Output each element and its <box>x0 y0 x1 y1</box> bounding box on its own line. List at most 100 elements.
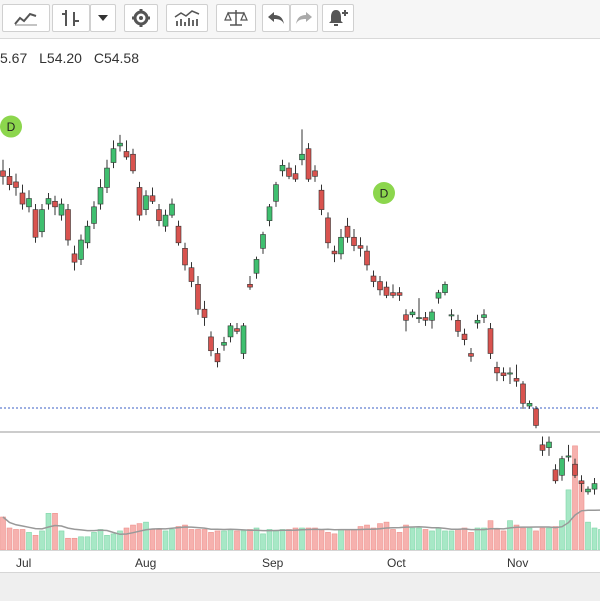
candle-body[interactable] <box>85 226 90 243</box>
candle-body[interactable] <box>137 187 142 215</box>
candle-body[interactable] <box>430 312 435 320</box>
candle-body[interactable] <box>131 154 136 171</box>
candle-body[interactable] <box>586 489 591 492</box>
candle-body[interactable] <box>306 149 311 179</box>
candle-body[interactable] <box>319 190 324 209</box>
candle-body[interactable] <box>482 315 487 318</box>
candle-body[interactable] <box>118 143 123 146</box>
candle-body[interactable] <box>560 459 565 476</box>
candle-body[interactable] <box>566 456 571 457</box>
candle-body[interactable] <box>241 326 246 354</box>
candle-body[interactable] <box>1 171 6 177</box>
candle-body[interactable] <box>111 149 116 163</box>
candle-body[interactable] <box>40 210 45 232</box>
candle-body[interactable] <box>449 315 454 316</box>
candle-body[interactable] <box>358 246 363 249</box>
candle-body[interactable] <box>33 210 38 238</box>
candle-body[interactable] <box>150 196 155 202</box>
candle-body[interactable] <box>7 176 12 184</box>
candle-body[interactable] <box>547 442 552 448</box>
candle-body[interactable] <box>248 284 253 287</box>
candle-body[interactable] <box>189 268 194 282</box>
candle-body[interactable] <box>300 154 305 160</box>
candle-body[interactable] <box>124 151 129 157</box>
candle-body[interactable] <box>215 354 220 362</box>
candle-body[interactable] <box>196 284 201 309</box>
candle-body[interactable] <box>183 248 188 265</box>
candle-body[interactable] <box>378 282 383 290</box>
candle-body[interactable] <box>410 312 415 315</box>
candle-body[interactable] <box>384 287 389 295</box>
candle-body[interactable] <box>280 165 285 171</box>
candle-body[interactable] <box>157 210 162 221</box>
candle-body[interactable] <box>456 320 461 331</box>
candle-body[interactable] <box>79 240 84 259</box>
chart-type-button[interactable] <box>52 4 90 32</box>
candle-body[interactable] <box>417 318 422 319</box>
candle-body[interactable] <box>495 367 500 373</box>
candle-body[interactable] <box>59 204 64 215</box>
candle-body[interactable] <box>436 293 441 299</box>
candle-body[interactable] <box>20 193 25 204</box>
candle-body[interactable] <box>592 484 597 490</box>
candle-body[interactable] <box>339 237 344 254</box>
candle-body[interactable] <box>46 199 51 205</box>
candle-body[interactable] <box>540 445 545 451</box>
candle-body[interactable] <box>352 237 357 245</box>
candle-body[interactable] <box>488 329 493 354</box>
candle-body[interactable] <box>527 403 532 406</box>
candle-body[interactable] <box>274 185 279 202</box>
candle-body[interactable] <box>27 199 32 207</box>
candle-body[interactable] <box>345 226 350 237</box>
candle-body[interactable] <box>313 171 318 177</box>
dividend-marker[interactable]: D <box>0 116 22 138</box>
candle-body[interactable] <box>176 226 181 243</box>
candle-body[interactable] <box>105 168 110 187</box>
candle-body[interactable] <box>501 373 506 376</box>
candle-body[interactable] <box>553 470 558 481</box>
candle-body[interactable] <box>66 210 71 240</box>
candle-body[interactable] <box>14 182 19 188</box>
candle-body[interactable] <box>326 218 331 243</box>
add-alert-button[interactable] <box>322 4 354 32</box>
compare-button[interactable] <box>216 4 256 32</box>
candle-body[interactable] <box>92 207 97 224</box>
candle-body[interactable] <box>579 481 584 484</box>
candle-body[interactable] <box>469 354 474 357</box>
chart-style-line-button[interactable] <box>2 4 50 32</box>
candle-body[interactable] <box>170 204 175 215</box>
candle-body[interactable] <box>475 320 480 323</box>
candle-body[interactable] <box>521 384 526 403</box>
candle-body[interactable] <box>228 326 233 337</box>
price-volume-chart[interactable]: DD <box>0 38 600 550</box>
candle-body[interactable] <box>209 337 214 351</box>
candle-body[interactable] <box>98 187 103 204</box>
candle-body[interactable] <box>222 342 227 345</box>
candle-body[interactable] <box>163 215 168 226</box>
candle-body[interactable] <box>391 293 396 296</box>
candle-body[interactable] <box>534 409 539 426</box>
candle-body[interactable] <box>293 174 298 180</box>
candle-body[interactable] <box>404 315 409 321</box>
dividend-marker[interactable]: D <box>373 182 395 204</box>
settings-button[interactable] <box>124 4 158 32</box>
candle-body[interactable] <box>235 329 240 332</box>
candle-body[interactable] <box>365 251 370 265</box>
candle-body[interactable] <box>443 284 448 292</box>
candle-body[interactable] <box>254 259 259 273</box>
candle-body[interactable] <box>72 254 77 262</box>
candle-body[interactable] <box>261 234 266 248</box>
candle-body[interactable] <box>144 196 149 210</box>
redo-button[interactable] <box>290 4 318 32</box>
candle-body[interactable] <box>202 309 207 317</box>
chart-type-dropdown[interactable] <box>90 4 116 32</box>
candle-body[interactable] <box>423 318 428 321</box>
candle-body[interactable] <box>397 293 402 296</box>
undo-button[interactable] <box>262 4 290 32</box>
candle-body[interactable] <box>287 168 292 176</box>
candle-body[interactable] <box>53 201 58 207</box>
candle-body[interactable] <box>332 251 337 254</box>
candle-body[interactable] <box>371 276 376 282</box>
candle-body[interactable] <box>462 334 467 340</box>
candle-body[interactable] <box>267 207 272 221</box>
